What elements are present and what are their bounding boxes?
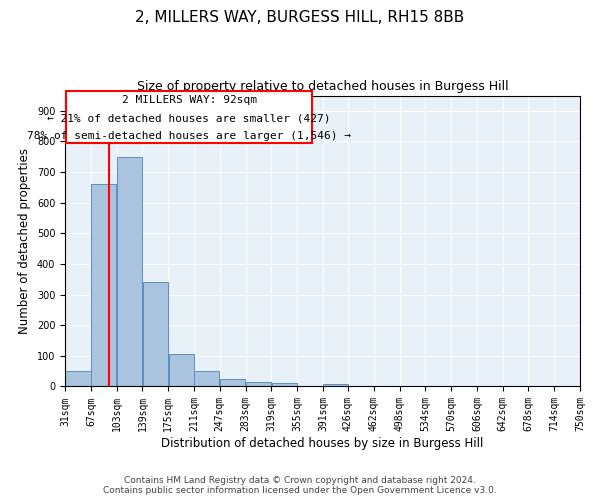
Bar xyxy=(272,383,297,386)
X-axis label: Distribution of detached houses by size in Burgess Hill: Distribution of detached houses by size … xyxy=(161,437,484,450)
Bar xyxy=(220,379,245,386)
Bar xyxy=(323,384,349,386)
Y-axis label: Number of detached properties: Number of detached properties xyxy=(19,148,31,334)
Text: 2 MILLERS WAY: 92sqm: 2 MILLERS WAY: 92sqm xyxy=(122,95,257,105)
Text: 2, MILLERS WAY, BURGESS HILL, RH15 8BB: 2, MILLERS WAY, BURGESS HILL, RH15 8BB xyxy=(136,10,464,25)
Bar xyxy=(143,282,168,387)
FancyBboxPatch shape xyxy=(66,91,312,143)
Bar xyxy=(194,371,220,386)
Bar xyxy=(91,184,116,386)
Text: 78% of semi-detached houses are larger (1,546) →: 78% of semi-detached houses are larger (… xyxy=(27,131,351,141)
Text: ← 21% of detached houses are smaller (427): ← 21% of detached houses are smaller (42… xyxy=(47,114,331,124)
Bar xyxy=(169,354,194,386)
Bar xyxy=(117,157,142,386)
Title: Size of property relative to detached houses in Burgess Hill: Size of property relative to detached ho… xyxy=(137,80,508,93)
Text: Contains HM Land Registry data © Crown copyright and database right 2024.
Contai: Contains HM Land Registry data © Crown c… xyxy=(103,476,497,495)
Bar xyxy=(246,382,271,386)
Bar xyxy=(65,371,91,386)
